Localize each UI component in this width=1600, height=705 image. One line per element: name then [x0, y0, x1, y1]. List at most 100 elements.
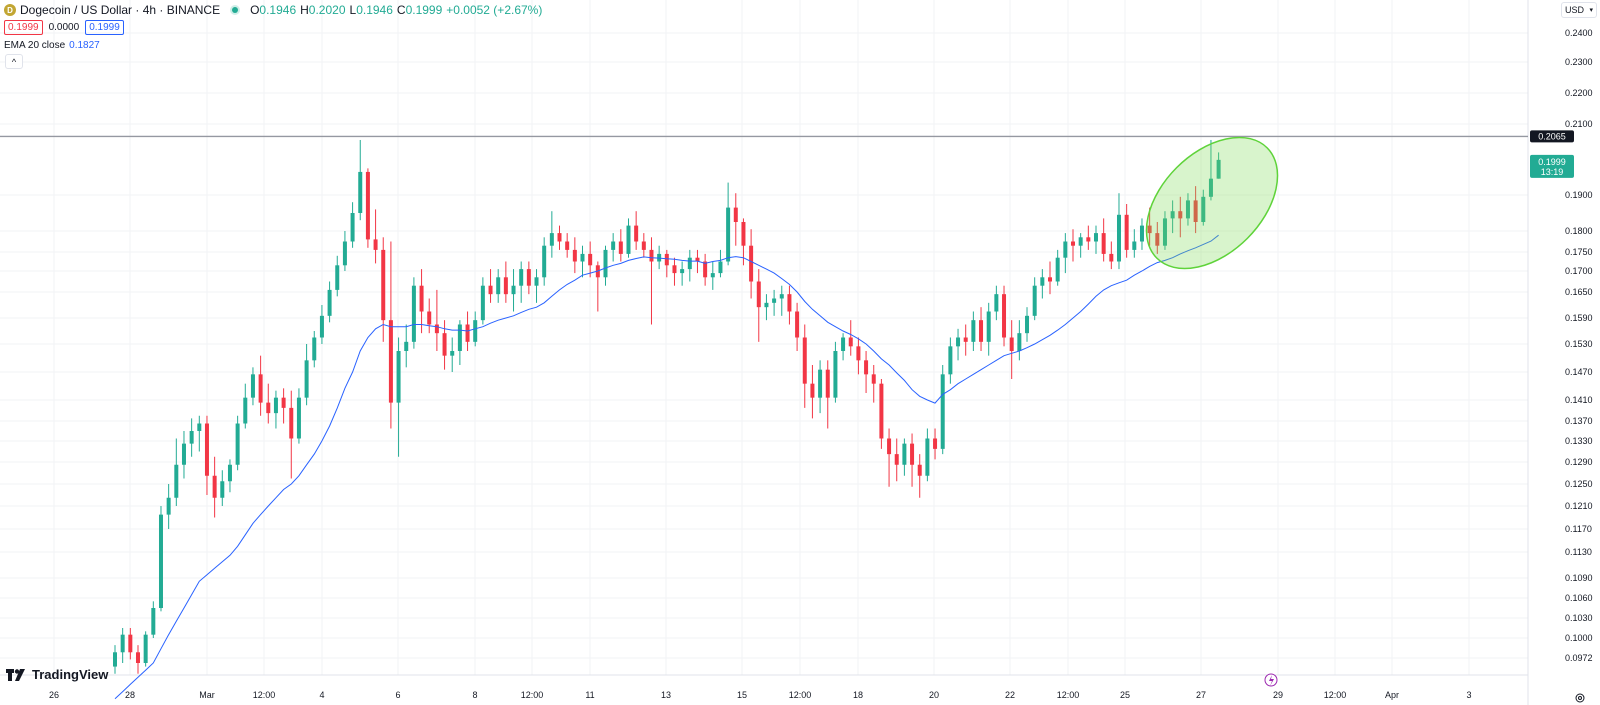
time-tick-label: 22	[1005, 690, 1015, 700]
currency-selector[interactable]: USD ▾	[1561, 2, 1597, 18]
candle-body	[1009, 337, 1014, 351]
candle-body	[488, 285, 493, 295]
time-tick-label: 12:00	[1324, 690, 1347, 700]
price-tick-label: 0.1590	[1565, 313, 1593, 323]
candle-body	[189, 431, 194, 444]
candles	[113, 139, 1221, 674]
candle-body	[519, 269, 524, 286]
candle-body	[289, 407, 294, 439]
candle-body	[1201, 196, 1206, 222]
candle-body	[365, 171, 370, 240]
candle-body	[626, 225, 631, 254]
candle-body	[1093, 233, 1098, 242]
candle-body	[1002, 294, 1007, 338]
candle-body	[1040, 277, 1045, 286]
price-tick-label: 0.1090	[1565, 573, 1593, 583]
candle-body	[856, 346, 861, 361]
change-value: +0.0052 (+2.67%)	[446, 3, 543, 17]
candle-body	[703, 261, 708, 278]
time-tick-label: 12:00	[521, 690, 544, 700]
candle-body	[1132, 241, 1137, 250]
candle-body	[1147, 225, 1152, 234]
candle-body	[396, 351, 401, 403]
time-tick-label: 8	[472, 690, 477, 700]
candle-body	[1048, 277, 1053, 282]
price-tick-label: 0.1000	[1565, 633, 1593, 643]
settings-gear-icon[interactable]	[1575, 693, 1585, 703]
candle-body	[956, 337, 961, 347]
candle-body	[381, 249, 386, 321]
candle-body	[273, 397, 278, 414]
collapse-legend-button[interactable]: ^	[5, 54, 23, 69]
candle-body	[565, 241, 570, 250]
tradingview-logo[interactable]: TradingView	[6, 667, 108, 682]
price-tick-label: 0.2100	[1565, 119, 1593, 129]
candle-body	[687, 257, 692, 270]
ohlc-values: O0.1946 H0.2020 L0.1946 C0.1999 +0.0052 …	[250, 3, 543, 17]
candle-body	[680, 269, 685, 274]
ema-indicator-legend[interactable]: EMA 20 close 0.1827	[4, 40, 100, 51]
symbol-title[interactable]: Dogecoin / US Dollar · 4h · BINANCE	[20, 3, 221, 17]
symbol-legend: D Dogecoin / US Dollar · 4h · BINANCE O0…	[4, 3, 542, 17]
time-tick-label: 27	[1196, 690, 1206, 700]
candle-body	[634, 225, 639, 242]
candle-body	[1116, 214, 1121, 262]
candle-body	[1193, 200, 1198, 222]
countdown-text: 13:19	[1541, 167, 1564, 177]
time-tick-label: 6	[395, 690, 400, 700]
candle-body	[986, 311, 991, 342]
price-tick-label: 0.1250	[1565, 479, 1593, 489]
candle-body	[143, 634, 148, 663]
time-tick-label: 13	[661, 690, 671, 700]
candle-body	[1025, 315, 1030, 334]
candle-body	[787, 294, 792, 312]
candle-body	[1208, 178, 1213, 197]
price-tick-label: 0.1370	[1565, 416, 1593, 426]
chevron-up-icon: ^	[11, 56, 17, 67]
candle-body	[473, 320, 478, 342]
candle-body	[618, 241, 623, 254]
candle-body	[120, 634, 125, 653]
price-tick-label: 0.1650	[1565, 287, 1593, 297]
candle-body	[802, 337, 807, 384]
time-tick-label: 12:00	[789, 690, 812, 700]
candle-body	[457, 324, 462, 351]
event-marker-icon[interactable]	[1264, 673, 1278, 687]
buy-price-button[interactable]: 0.1999	[85, 20, 124, 35]
candle-body	[848, 337, 853, 347]
candle-body	[542, 245, 547, 278]
candle-body	[419, 285, 424, 312]
time-tick-label: Apr	[1385, 690, 1399, 700]
sell-price-button[interactable]: 0.1999	[4, 20, 43, 35]
time-tick-label: 18	[853, 690, 863, 700]
candle-body	[312, 337, 317, 361]
price-tick-label: 0.1470	[1565, 367, 1593, 377]
candle-body	[243, 397, 248, 424]
candle-body	[549, 233, 554, 246]
candle-body	[1032, 285, 1037, 316]
candle-body	[1139, 225, 1144, 242]
candle-body	[917, 464, 922, 476]
candle-body	[250, 374, 255, 398]
candle-body	[342, 241, 347, 266]
candle-body	[580, 253, 585, 262]
candle-body	[1162, 218, 1167, 246]
candle-body	[258, 374, 263, 403]
price-tick-label: 0.1530	[1565, 339, 1593, 349]
candle-body	[1170, 211, 1175, 219]
candle-body	[611, 241, 616, 250]
lightning-icon	[1269, 675, 1274, 686]
low-value: 0.1946	[356, 3, 393, 17]
candle-body	[741, 222, 746, 246]
line-price-label: 0.2065	[1530, 130, 1574, 143]
candle-body	[994, 294, 999, 312]
close-value: 0.1999	[405, 3, 443, 17]
line-price-label-text: 0.2065	[1538, 131, 1566, 141]
price-tick-label: 0.1030	[1565, 613, 1593, 623]
candle-body	[1078, 237, 1083, 246]
high-value: 0.2020	[308, 3, 346, 17]
candle-body	[511, 285, 516, 295]
price-tick-label: 0.1330	[1565, 436, 1593, 446]
last-price-text: 0.1999	[1538, 157, 1566, 167]
